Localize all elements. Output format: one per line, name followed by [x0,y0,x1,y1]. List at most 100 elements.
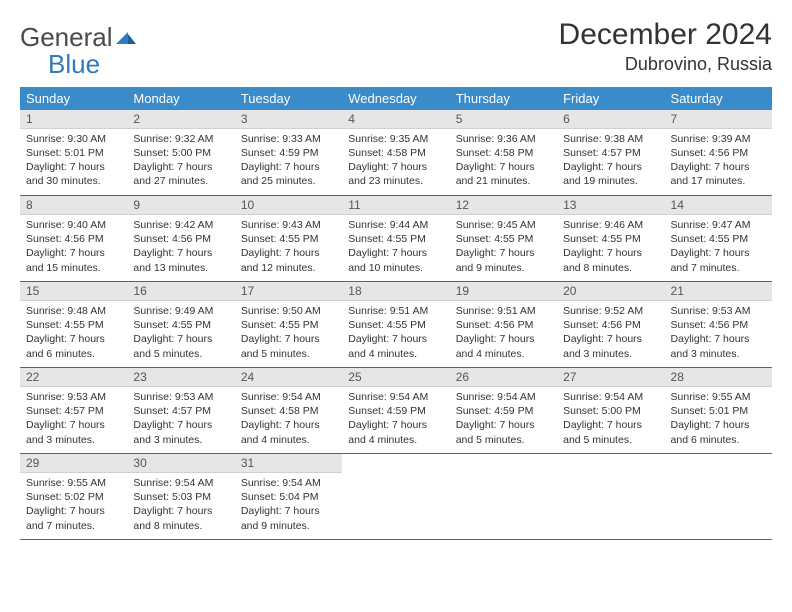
day-body: Sunrise: 9:46 AMSunset: 4:55 PMDaylight:… [557,215,664,279]
calendar-cell: 2Sunrise: 9:32 AMSunset: 5:00 PMDaylight… [127,110,234,196]
day-body: Sunrise: 9:51 AMSunset: 4:55 PMDaylight:… [342,301,449,365]
day-body: Sunrise: 9:35 AMSunset: 4:58 PMDaylight:… [342,129,449,193]
day-body: Sunrise: 9:54 AMSunset: 4:59 PMDaylight:… [450,387,557,451]
day-number: 13 [557,196,664,215]
day-body: Sunrise: 9:50 AMSunset: 4:55 PMDaylight:… [235,301,342,365]
calendar-cell: 25Sunrise: 9:54 AMSunset: 4:59 PMDayligh… [342,368,449,454]
day-body: Sunrise: 9:40 AMSunset: 4:56 PMDaylight:… [20,215,127,279]
sunset-text: Sunset: 4:55 PM [671,232,766,246]
calendar-cell: 8Sunrise: 9:40 AMSunset: 4:56 PMDaylight… [20,196,127,282]
day-body: Sunrise: 9:36 AMSunset: 4:58 PMDaylight:… [450,129,557,193]
sunset-text: Sunset: 4:57 PM [563,146,658,160]
sunrise-text: Sunrise: 9:43 AM [241,218,336,232]
day-number: 27 [557,368,664,387]
daylight-text: Daylight: 7 hours and 3 minutes. [563,332,658,360]
day-body: Sunrise: 9:51 AMSunset: 4:56 PMDaylight:… [450,301,557,365]
sunset-text: Sunset: 4:59 PM [241,146,336,160]
sunrise-text: Sunrise: 9:53 AM [133,390,228,404]
sunset-text: Sunset: 4:58 PM [241,404,336,418]
sunset-text: Sunset: 4:56 PM [671,146,766,160]
logo-text-gray: General [20,22,113,52]
day-number: 24 [235,368,342,387]
day-body: Sunrise: 9:53 AMSunset: 4:56 PMDaylight:… [665,301,772,365]
calendar-cell: 7 Sunrise: 9:39 AMSunset: 4:56 PMDaylight… [665,110,772,196]
daylight-text: Daylight: 7 hours and 9 minutes. [241,504,336,532]
sunrise-text: Sunrise: 9:53 AM [671,304,766,318]
day-number: 7 [665,110,772,129]
weekday-header: Friday [557,87,664,110]
day-number: 28 [665,368,772,387]
calendar-cell [342,454,449,540]
calendar-cell: 16Sunrise: 9:49 AMSunset: 4:55 PMDayligh… [127,282,234,368]
day-body: Sunrise: 9:54 AMSunset: 4:59 PMDaylight:… [342,387,449,451]
sunset-text: Sunset: 4:56 PM [671,318,766,332]
sunrise-text: Sunrise: 9:54 AM [133,476,228,490]
day-number: 9 [127,196,234,215]
day-body: Sunrise: 9:42 AMSunset: 4:56 PMDaylight:… [127,215,234,279]
sunrise-text: Sunrise: 9:33 AM [241,132,336,146]
calendar-cell: 14Sunrise: 9:47 AMSunset: 4:55 PMDayligh… [665,196,772,282]
calendar-cell: 19Sunrise: 9:51 AMSunset: 4:56 PMDayligh… [450,282,557,368]
daylight-text: Daylight: 7 hours and 17 minutes. [671,160,766,188]
daylight-text: Daylight: 7 hours and 5 minutes. [563,418,658,446]
sunrise-text: Sunrise: 9:30 AM [26,132,121,146]
day-body: Sunrise: 9:55 AMSunset: 5:02 PMDaylight:… [20,473,127,537]
calendar-row: 22Sunrise: 9:53 AMSunset: 4:57 PMDayligh… [20,368,772,454]
daylight-text: Daylight: 7 hours and 6 minutes. [671,418,766,446]
calendar-row: 29Sunrise: 9:55 AMSunset: 5:02 PMDayligh… [20,454,772,540]
sunrise-text: Sunrise: 9:54 AM [241,390,336,404]
sunset-text: Sunset: 5:01 PM [671,404,766,418]
day-number: 3 [235,110,342,129]
title-location: Dubrovino, Russia [559,54,772,75]
sunrise-text: Sunrise: 9:44 AM [348,218,443,232]
day-number: 8 [20,196,127,215]
weekday-header-row: Sunday Monday Tuesday Wednesday Thursday… [20,87,772,110]
sunrise-text: Sunrise: 9:54 AM [563,390,658,404]
calendar-row: 15Sunrise: 9:48 AMSunset: 4:55 PMDayligh… [20,282,772,368]
sunset-text: Sunset: 4:55 PM [563,232,658,246]
sunrise-text: Sunrise: 9:46 AM [563,218,658,232]
sunrise-text: Sunrise: 9:53 AM [26,390,121,404]
sunset-text: Sunset: 5:02 PM [26,490,121,504]
sunrise-text: Sunrise: 9:39 AM [671,132,766,146]
day-number: 20 [557,282,664,301]
calendar-cell: 21Sunrise: 9:53 AMSunset: 4:56 PMDayligh… [665,282,772,368]
day-body: Sunrise: 9:53 AMSunset: 4:57 PMDaylight:… [20,387,127,451]
calendar-cell: 26Sunrise: 9:54 AMSunset: 4:59 PMDayligh… [450,368,557,454]
weekday-header: Sunday [20,87,127,110]
day-body: Sunrise: 9:44 AMSunset: 4:55 PMDaylight:… [342,215,449,279]
day-body: Sunrise: 9:43 AMSunset: 4:55 PMDaylight:… [235,215,342,279]
day-body: Sunrise: 9:54 AMSunset: 5:03 PMDaylight:… [127,473,234,537]
day-number: 1 [20,110,127,129]
sunrise-text: Sunrise: 9:54 AM [348,390,443,404]
sunset-text: Sunset: 5:00 PM [563,404,658,418]
title-month: December 2024 [559,18,772,52]
daylight-text: Daylight: 7 hours and 21 minutes. [456,160,551,188]
daylight-text: Daylight: 7 hours and 3 minutes. [671,332,766,360]
calendar-cell: 17Sunrise: 9:50 AMSunset: 4:55 PMDayligh… [235,282,342,368]
weekday-header: Wednesday [342,87,449,110]
daylight-text: Daylight: 7 hours and 4 minutes. [456,332,551,360]
sunset-text: Sunset: 4:56 PM [563,318,658,332]
day-number: 11 [342,196,449,215]
daylight-text: Daylight: 7 hours and 5 minutes. [133,332,228,360]
sunrise-text: Sunrise: 9:54 AM [241,476,336,490]
sunset-text: Sunset: 4:59 PM [348,404,443,418]
sunset-text: Sunset: 4:56 PM [456,318,551,332]
sunrise-text: Sunrise: 9:50 AM [241,304,336,318]
day-body: Sunrise: 9:54 AMSunset: 4:58 PMDaylight:… [235,387,342,451]
daylight-text: Daylight: 7 hours and 23 minutes. [348,160,443,188]
daylight-text: Daylight: 7 hours and 6 minutes. [26,332,121,360]
calendar-table: Sunday Monday Tuesday Wednesday Thursday… [20,87,772,541]
sunrise-text: Sunrise: 9:45 AM [456,218,551,232]
day-body: Sunrise: 9:47 AMSunset: 4:55 PMDaylight:… [665,215,772,279]
calendar-cell: 1Sunrise: 9:30 AMSunset: 5:01 PMDaylight… [20,110,127,196]
sunrise-text: Sunrise: 9:55 AM [671,390,766,404]
sunset-text: Sunset: 4:58 PM [456,146,551,160]
sunset-text: Sunset: 4:55 PM [133,318,228,332]
calendar-cell: 9Sunrise: 9:42 AMSunset: 4:56 PMDaylight… [127,196,234,282]
daylight-text: Daylight: 7 hours and 3 minutes. [26,418,121,446]
day-number: 15 [20,282,127,301]
sunset-text: Sunset: 4:55 PM [241,232,336,246]
daylight-text: Daylight: 7 hours and 19 minutes. [563,160,658,188]
